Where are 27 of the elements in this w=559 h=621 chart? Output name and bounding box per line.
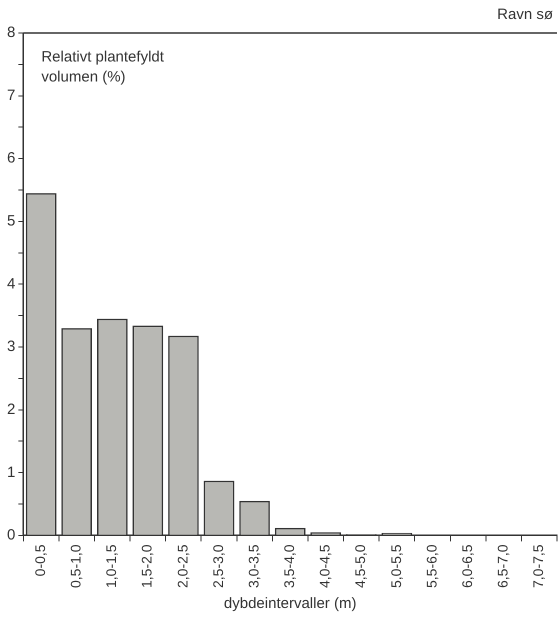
y-tick-label: 5: [7, 212, 16, 230]
y-tick-label: 7: [7, 86, 16, 104]
x-axis-title: dybdeintervaller (m): [224, 595, 356, 612]
x-tick-label: 6,0-6,5: [458, 544, 475, 588]
x-tick-label: 4,5-5,0: [352, 544, 368, 588]
chart-title: Ravn sø: [497, 6, 553, 23]
y-tick-label: 3: [7, 338, 16, 356]
x-tick-label: 5,5-6,0: [423, 544, 440, 588]
x-tick-label: 1,0-1,5: [103, 544, 120, 588]
x-tick-label: 6,5-7,0: [494, 544, 510, 588]
y-tick-label: 1: [7, 464, 16, 481]
y-axis-title: Relativt plantefyldt volumen (%): [41, 48, 165, 86]
x-tick-label: 3,5-4,0: [281, 544, 298, 588]
x-tick-label: 3,0-3,5: [245, 544, 262, 588]
x-tick-label: 5,0-5,5: [388, 544, 404, 588]
x-tick-label: 0-0,5: [32, 544, 48, 576]
x-tick-label: 0,5-1,0: [68, 544, 84, 588]
y-tick-label: 2: [7, 400, 16, 418]
y-tick-label: 0: [7, 526, 16, 544]
x-tick-label: 1,5-2,0: [138, 544, 155, 588]
x-tick-label: 2,0-2,5: [174, 544, 190, 588]
x-tick-label: 4,0-4,5: [316, 544, 333, 588]
x-tick-label: 7,0-7,5: [530, 544, 546, 588]
x-tick-label: 2,5-3,0: [210, 544, 226, 588]
y-tick-label: 4: [7, 275, 16, 292]
y-tick-label: 6: [7, 150, 16, 167]
y-tick-label: 8: [7, 24, 16, 42]
